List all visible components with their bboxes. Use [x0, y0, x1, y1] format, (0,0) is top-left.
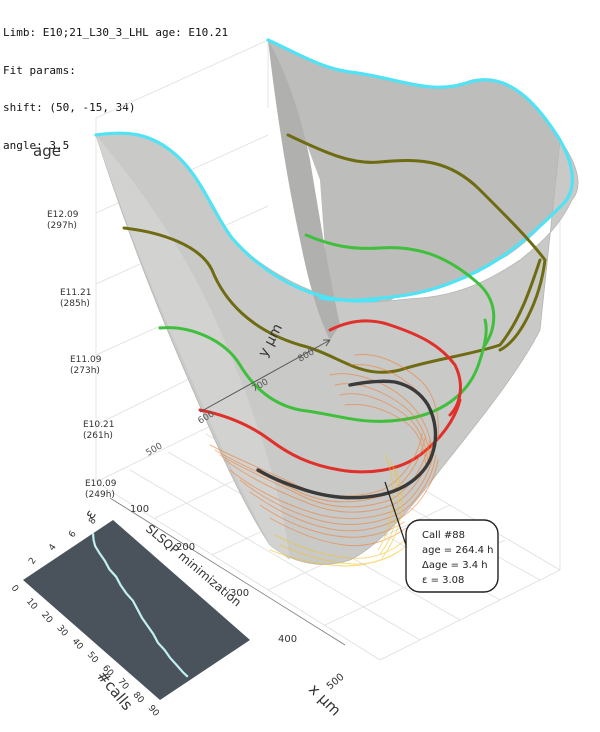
callout-age: age = 264.4 h	[422, 545, 494, 556]
angle-value: angle: 3.5	[3, 138, 70, 152]
rim-top-back	[266, 38, 574, 302]
age-tick-hours: (249h)	[85, 490, 115, 500]
age-tick-hours: (273h)	[70, 366, 100, 376]
inset-plot-area	[23, 520, 250, 700]
age-tick-stage: E10.21	[83, 420, 114, 430]
limb-surface-left-fold	[96, 135, 290, 560]
limb-title: Limb: E10;21_L30_3_LHL age: E10.21	[3, 26, 229, 39]
age-tick-stage: E10.09	[85, 479, 117, 489]
inset-x-tick-label: 20	[39, 610, 54, 625]
epsilon-curve-layer	[91, 533, 189, 678]
inset-x-tick-label: 30	[54, 624, 69, 639]
epsilon-curve	[91, 533, 189, 678]
inset-x-tick-label: 10	[24, 597, 39, 612]
candidate-curves	[209, 354, 439, 567]
callout-call-number: Call #88	[422, 530, 465, 541]
inset-x-tick-label: 0	[9, 584, 21, 595]
shift-value: shift: (50, -15, 34)	[3, 101, 136, 114]
age-tick-stage: E11.09	[70, 355, 102, 365]
age-tick-hours: (285h)	[60, 299, 90, 309]
inset-y-tick-label: 6	[67, 529, 79, 540]
inset-y-tick-label: 4	[47, 542, 59, 553]
age-axis-label: age	[33, 142, 61, 160]
slsqp-inset-chart: SLSQP minimization ε #calls 010203040506…	[9, 507, 250, 719]
age-tick-hours: (297h)	[47, 221, 77, 231]
contour-olive-upper	[286, 133, 547, 352]
best-fit-curve	[256, 379, 438, 500]
age-tick-stage: E11.21	[60, 288, 91, 298]
contour-red-upper	[328, 319, 462, 417]
x-tick-label: 400	[278, 634, 297, 645]
x-tick-label: 100	[130, 504, 149, 515]
call-annotation: Call #88 age = 264.4 h Δage = 3.4 h ε = …	[384, 481, 499, 593]
age-axis: age E12.09 (297h) E11.21 (285h) E11.09 (…	[33, 142, 117, 500]
contour-green-upper	[304, 233, 496, 347]
limb-surface-back	[268, 40, 572, 330]
inset-x-tick-label: 50	[85, 650, 100, 665]
x-tick-label: 200	[176, 542, 195, 553]
fit-params-label: Fit params:	[3, 63, 76, 77]
inset-y-tick-label: 2	[27, 556, 38, 566]
age-tick-stage: E12.09	[47, 210, 79, 220]
callout-delta-age: Δage = 3.4 h	[422, 560, 488, 571]
age-tick-hours: (261h)	[83, 431, 113, 441]
limb-surface-inner-wall	[268, 40, 340, 340]
inset-x-label: #calls	[93, 667, 137, 714]
inset-y-tick-label: 8	[87, 516, 99, 527]
inset-x-tick-label: 90	[146, 704, 161, 719]
callout-epsilon: ε = 3.08	[422, 575, 464, 586]
contour-green-lower	[158, 318, 488, 423]
x-tick-label: 300	[230, 588, 249, 599]
contour-olive-lower	[122, 226, 542, 374]
rim-top-front	[94, 131, 380, 303]
fit-parameters-header: Limb: E10;21_L30_3_LHL age: E10.21 Fit p…	[3, 2, 228, 177]
inset-x-tick-label: 40	[70, 637, 85, 652]
y-tick-label: 500	[145, 441, 165, 458]
